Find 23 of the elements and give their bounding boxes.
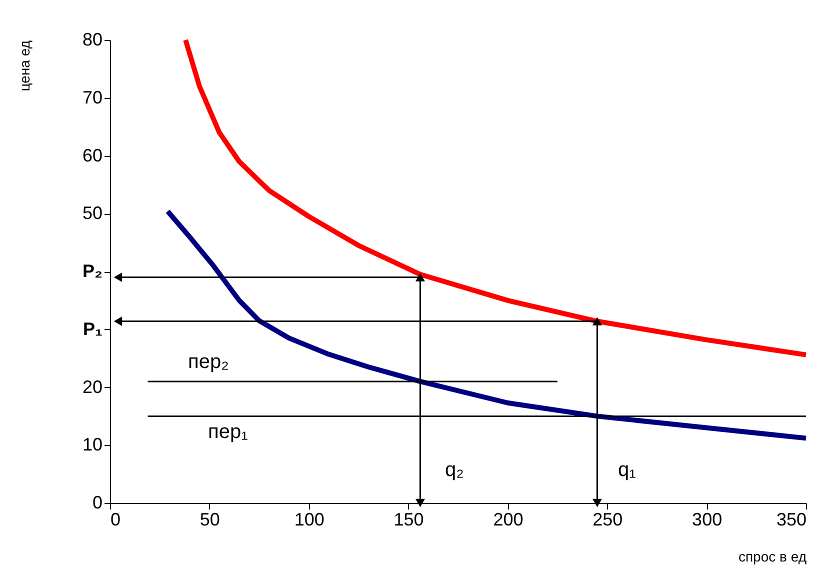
x-tick-label: 300: [692, 510, 722, 530]
annotation: пер₂: [188, 351, 229, 373]
x-tick-label: 50: [200, 510, 220, 530]
annotation: q₂: [445, 459, 464, 481]
x-axis-title: спрос в ед: [738, 548, 806, 564]
y-tick-label: 60: [82, 145, 102, 166]
y-tick-label: P₂: [82, 261, 102, 281]
y-axis-title: цена ед: [16, 40, 32, 92]
x-tick-label: 350: [776, 510, 806, 530]
x-tick-label: 0: [110, 510, 121, 530]
y-tick-label: 20: [82, 376, 102, 397]
y-tick-label: 70: [82, 87, 102, 108]
y-tick-label: 0: [92, 492, 102, 512]
annotation: q₁: [618, 459, 636, 481]
y-tick-label: 10: [82, 434, 102, 455]
x-tick-label: 200: [493, 510, 524, 530]
y-tick-label: P₁: [83, 318, 102, 339]
y-tick-label: 50: [82, 203, 102, 224]
x-tick-label: 150: [394, 510, 424, 530]
y-tick-label: 80: [82, 30, 102, 50]
x-tick-label: 250: [592, 510, 623, 530]
annotation: пер₁: [208, 421, 248, 443]
x-tick-label: 100: [294, 510, 324, 530]
